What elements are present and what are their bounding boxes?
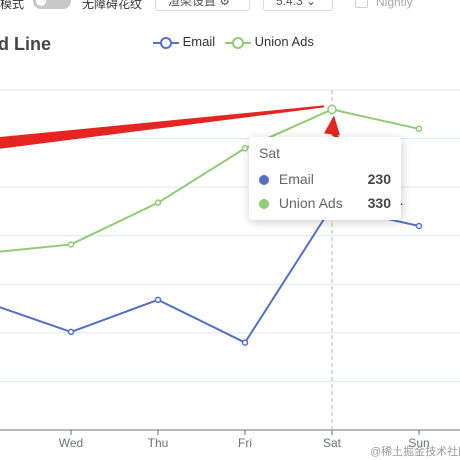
data-point-email <box>154 296 162 304</box>
x-tick-label: Thu <box>148 436 169 450</box>
annotation-arrow-line <box>0 105 324 149</box>
data-point-union-ads <box>241 145 249 152</box>
legend-union-ads-icon <box>225 36 251 49</box>
tooltip-union-ads-name: Union Ads <box>278 195 343 211</box>
data-point-union-ads <box>154 199 162 206</box>
tooltip-email-value: 230 <box>367 171 391 187</box>
version-select[interactable]: 5.4.3 ⌄ <box>263 0 333 11</box>
tooltip-email-dot-icon <box>259 175 269 185</box>
nightly-checkbox[interactable] <box>355 0 368 8</box>
tooltip-union-ads-value: 330 <box>367 195 391 211</box>
data-point-email <box>67 328 75 336</box>
dark-mode-toggle[interactable] <box>33 0 71 9</box>
series-line-email <box>0 205 420 344</box>
data-point-email <box>241 339 249 346</box>
toolbar: 模式 无障碍花纹 渲染设置 ⚙ 5.4.3 ⌄ Nightly <box>0 0 460 14</box>
data-point-union-ads <box>67 241 75 248</box>
chart-tooltip: Sat Email 230 Union Ads 330 <box>249 137 401 220</box>
render-settings-button[interactable]: 渲染设置 ⚙ <box>155 0 250 11</box>
data-point-union-ads <box>415 125 423 133</box>
annotation-arrow-head-icon <box>324 115 340 136</box>
legend-email-label: Email <box>182 34 216 49</box>
x-tick-label: Fri <box>238 436 252 450</box>
accessibility-label: 无障碍花纹 <box>82 0 143 11</box>
tooltip-row-email: Email 230 <box>259 167 391 191</box>
x-tick-label: Sun <box>408 436 429 450</box>
chart-title: d Line <box>0 34 51 54</box>
x-tick-label: Sat <box>323 436 342 450</box>
nightly-label: Nightly <box>376 0 413 9</box>
watermark: @稀土掘金技术社区 <box>370 446 460 458</box>
tooltip-row-union-ads: Union Ads 330 <box>259 191 391 215</box>
data-point-union-ads <box>327 104 337 115</box>
legend-email-icon <box>153 36 179 49</box>
legend-union-ads-label: Union Ads <box>254 34 314 49</box>
data-point-email <box>415 222 423 230</box>
legend-item-union-ads[interactable]: Union Ads <box>225 34 314 50</box>
tooltip-category: Sat <box>259 145 281 161</box>
tooltip-union-ads-dot-icon <box>259 199 269 209</box>
mode-label: 模式 <box>0 0 25 11</box>
tooltip-email-name: Email <box>278 171 314 187</box>
x-tick-label: Wed <box>59 436 83 450</box>
legend-item-email[interactable]: Email <box>153 34 215 50</box>
